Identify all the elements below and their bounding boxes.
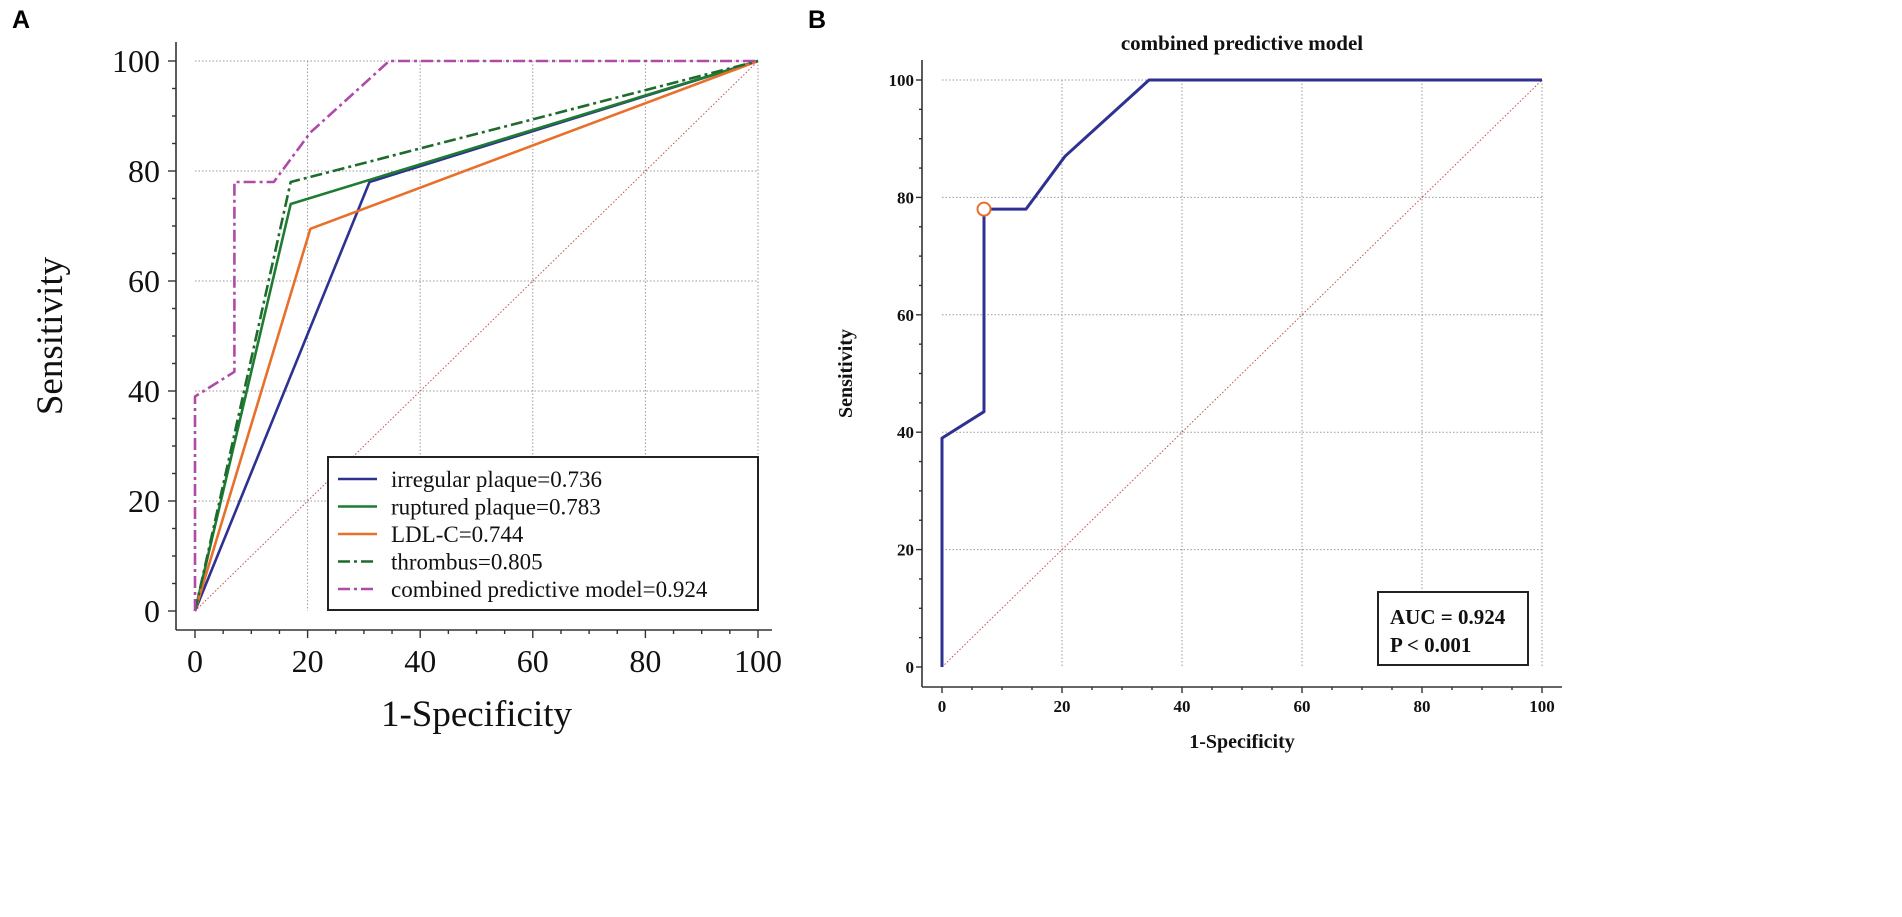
y-tick-label: 40 (897, 423, 914, 442)
y-tick-label: 80 (128, 153, 160, 189)
x-tick-label: 80 (1414, 697, 1431, 716)
roc-chart-panel-a: 0 20 40 60 80 100 0 20 40 60 80 100 1-Specificity S… (30, 42, 782, 735)
axes-a (168, 42, 772, 638)
x-tick-label: 20 (292, 643, 324, 679)
y-tick-label: 20 (897, 541, 914, 560)
optimal-cutoff-marker (976, 201, 992, 217)
x-tick-label: 40 (1174, 697, 1191, 716)
legend-box-a (327, 456, 759, 611)
auc-text: AUC = 0.924 (1390, 605, 1506, 629)
series-group-b (940, 78, 1542, 667)
chart-title-b: combined predictive model (1121, 31, 1363, 55)
legend-label-1: ruptured plaque=0.783 (391, 495, 601, 520)
stats-box-b: AUC = 0.924 P < 0.001 (1377, 591, 1529, 666)
p-value-text: P < 0.001 (1390, 633, 1471, 657)
legend-label-3: thrombus=0.805 (391, 550, 543, 575)
y-axis-label-a: Sensitivity (30, 256, 71, 415)
y-tick-label: 0 (906, 658, 915, 677)
tick-labels-a: 0 20 40 60 80 100 0 20 40 60 80 100 (112, 43, 782, 679)
x-tick-label: 40 (404, 643, 436, 679)
x-axis-label-b: 1-Specificity (1189, 731, 1295, 753)
y-tick-label: 80 (897, 188, 914, 207)
reference-diagonal-b (941, 79, 1543, 668)
x-tick-label: 60 (517, 643, 549, 679)
y-tick-label: 20 (128, 483, 160, 519)
y-tick-label: 100 (112, 43, 160, 79)
grid-b (942, 79, 1543, 667)
y-tick-label: 40 (128, 373, 160, 409)
series-group-a (193, 59, 759, 612)
x-tick-label: 20 (1054, 697, 1071, 716)
series-line-3 (193, 59, 759, 612)
x-tick-label: 0 (938, 697, 947, 716)
y-tick-label: 60 (128, 263, 160, 299)
panel-label-a: A (12, 6, 30, 34)
legend-label-2: LDL-C=0.744 (391, 522, 524, 547)
tick-labels-b: 0 20 40 60 80 100 0 20 40 60 80 100 (889, 71, 1555, 716)
stats-box-frame (1377, 591, 1529, 666)
series-line-0 (940, 78, 1542, 667)
series-line-1 (193, 59, 759, 612)
x-axis-label-a: 1-Specificity (381, 694, 573, 735)
y-tick-label: 100 (889, 71, 915, 90)
reference-diagonal-a (194, 60, 759, 612)
y-tick-label: 0 (144, 593, 160, 629)
x-tick-label: 80 (629, 643, 661, 679)
panel-label-b: B (808, 6, 826, 34)
x-tick-label: 60 (1294, 697, 1311, 716)
axes-b (916, 60, 1562, 693)
x-tick-label: 0 (187, 643, 203, 679)
series-line-2 (193, 59, 759, 612)
legend-a: irregular plaque=0.736 ruptured plaque=0.… (327, 456, 759, 611)
y-axis-label-b: Sensitivity (835, 329, 857, 418)
x-tick-label: 100 (1529, 697, 1555, 716)
x-tick-label: 100 (734, 643, 782, 679)
legend-label-4: combined predictive model=0.924 (391, 577, 708, 602)
roc-chart-panel-b: combined predictive model 0 20 40 60 80 100 0 2… (835, 31, 1562, 753)
y-tick-label: 60 (897, 306, 914, 325)
grid-a (195, 60, 759, 611)
legend-label-0: irregular plaque=0.736 (391, 467, 602, 492)
series-line-4 (193, 59, 758, 611)
